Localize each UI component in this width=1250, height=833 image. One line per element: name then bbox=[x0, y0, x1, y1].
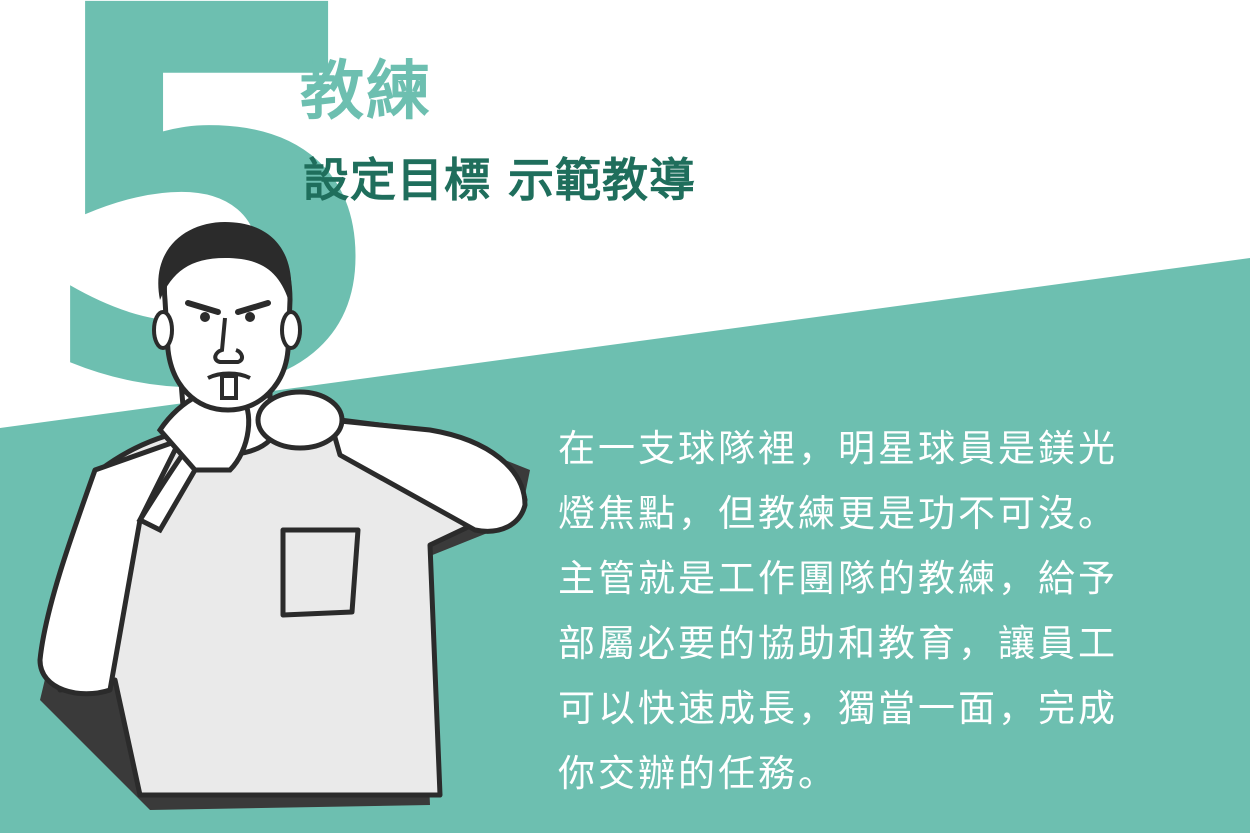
page-subtitle: 設定目標 示範教導 bbox=[303, 153, 697, 207]
body-line: 主管就是工作團隊的教練，給予 bbox=[558, 557, 1118, 600]
body-line: 部屬必要的協助和教育，讓員工 bbox=[558, 622, 1118, 665]
body-line: 你交辦的任務。 bbox=[558, 752, 838, 795]
body-line: 在一支球隊裡，明星球員是鎂光 bbox=[558, 427, 1118, 470]
body-line: 燈焦點，但教練更是功不可沒。 bbox=[558, 492, 1118, 535]
page-title: 教練 bbox=[300, 55, 432, 129]
body-line: 可以快速成長，獨當一面，完成 bbox=[558, 687, 1118, 730]
body-paragraph: 在一支球隊裡，明星球員是鎂光 燈焦點，但教練更是功不可沒。 主管就是工作團隊的教… bbox=[558, 416, 1218, 806]
